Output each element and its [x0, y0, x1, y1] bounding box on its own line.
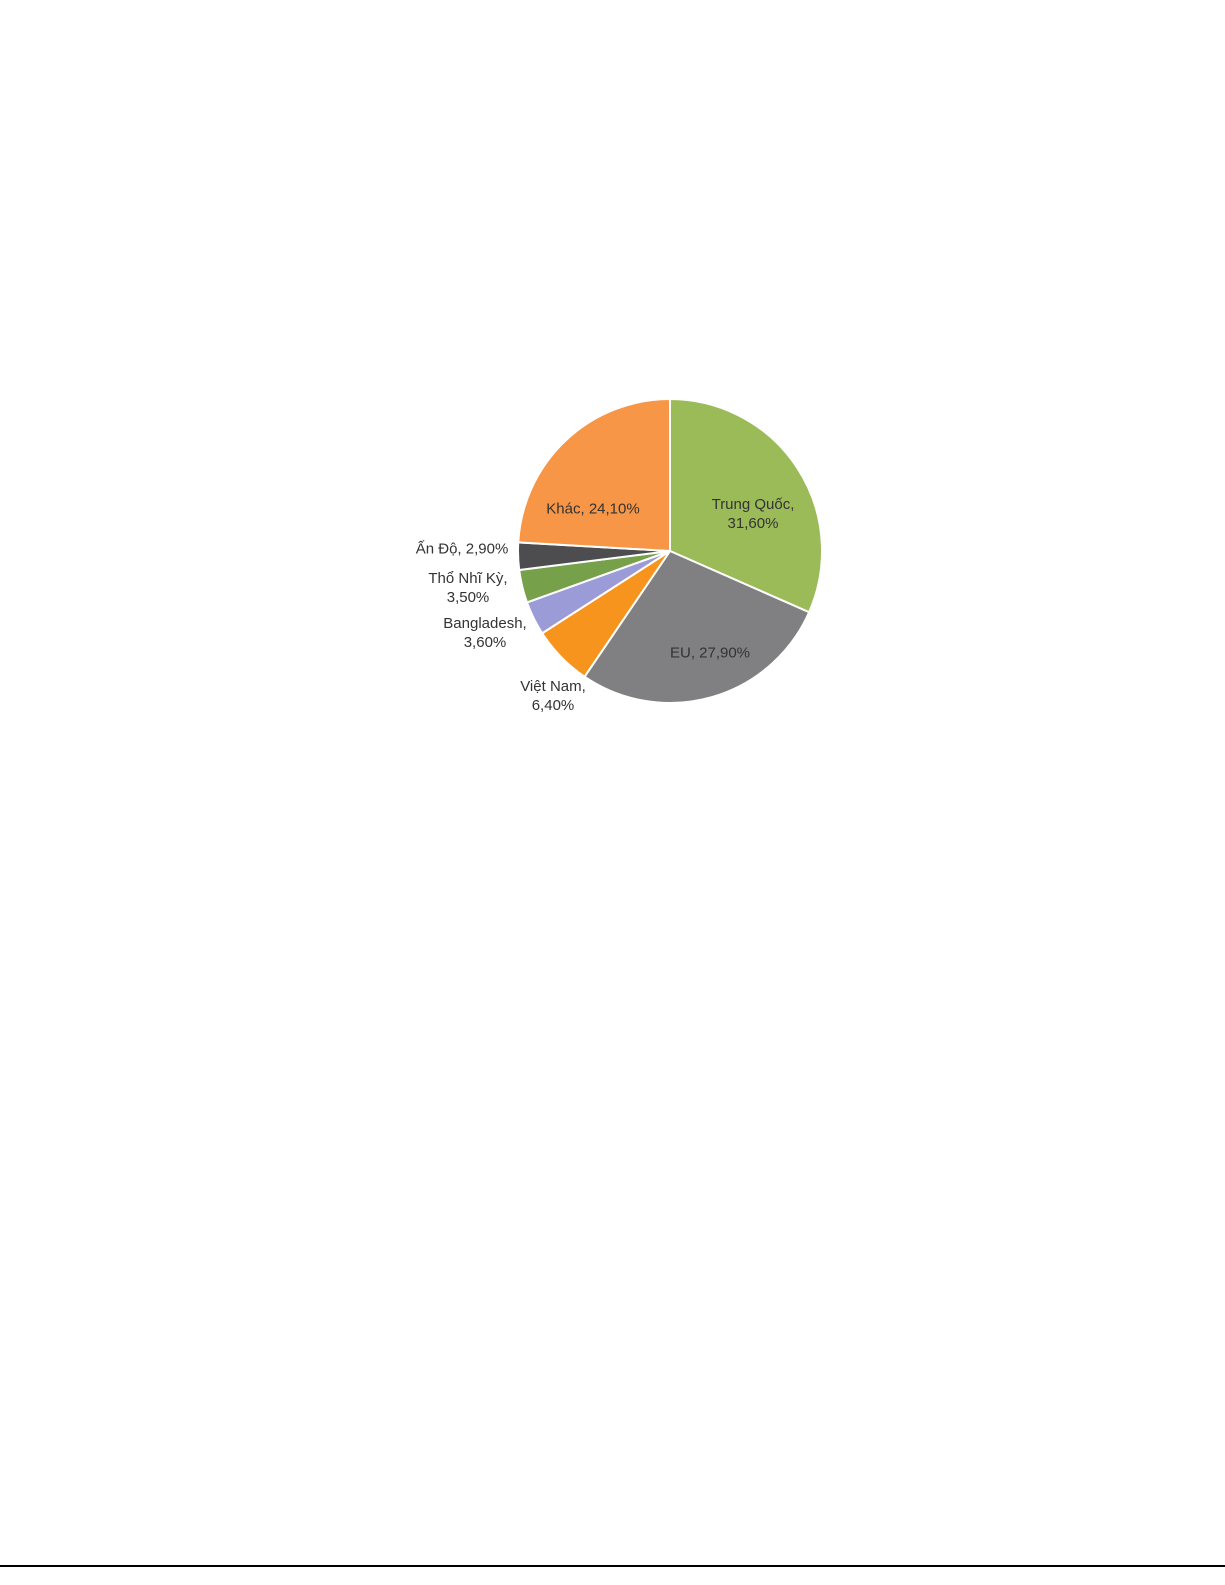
slice-label-line: Thổ Nhĩ Kỳ, [428, 570, 508, 587]
slice-label-line: 3,60% [463, 634, 507, 651]
slice-label-line: 6,40% [531, 697, 575, 714]
slice-label-5: Ấn Độ, 2,90% [416, 540, 509, 559]
slice-label-0: Trung Quốc, 31,60% [712, 495, 795, 533]
pie-slice-0 [669, 397, 823, 614]
slice-label-line: Bangladesh, [443, 615, 527, 632]
pie-slice-1 [583, 549, 811, 704]
slice-label-4: Thổ Nhĩ Kỳ, 3,50% [428, 569, 507, 607]
slice-label-3: Bangladesh, 3,60% [443, 614, 526, 652]
slice-label-line: 3,50% [446, 589, 490, 606]
slice-label-line: 31,60% [727, 515, 779, 532]
slice-label-1: EU, 27,90% [670, 644, 750, 663]
slice-label-6: Khác, 24,10% [546, 500, 639, 519]
slice-label-line: Khác, 24,10% [546, 500, 640, 518]
slice-label-line: Trung Quốc, [711, 496, 795, 513]
slice-label-2: Việt Nam, 6,40% [520, 677, 586, 715]
page-bottom-rule [0, 1565, 1225, 1567]
slice-label-line: Ấn Độ, 2,90% [415, 540, 509, 558]
slice-label-line: EU, 27,90% [669, 644, 751, 662]
slice-label-line: Việt Nam, [520, 678, 586, 695]
pie-slice-6 [517, 397, 671, 553]
